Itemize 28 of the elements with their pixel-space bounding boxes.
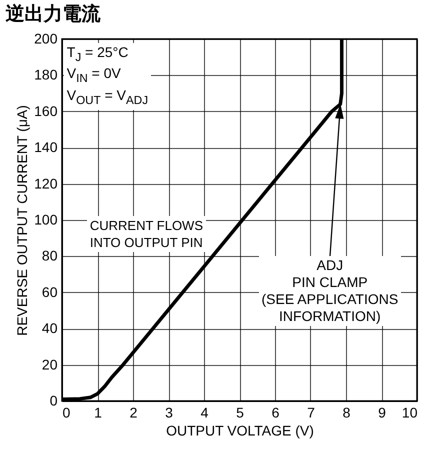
x-tick-label: 10	[402, 404, 418, 420]
y-tick-label: 120	[34, 175, 58, 192]
x-tick-label: 4	[200, 404, 209, 420]
annotation: ADJ PIN CLAMP (SEE APPLICATIONS INFORMATION)	[258, 256, 402, 326]
y-tick-label: 140	[34, 139, 58, 156]
x-axis-title: OUTPUT VOLTAGE (V)	[166, 422, 314, 438]
chart-title: 逆出力電流	[4, 3, 102, 25]
y-tick-label: 20	[42, 356, 58, 372]
x-tick-label: 1	[94, 404, 102, 420]
x-tick-label: 9	[378, 404, 386, 420]
text: T$_{J}$ = 25°C V$_{IN}$ = 0V V$_{OUT}$ = V$_{ADJ}$	[66, 44, 148, 107]
y-tick-label: 160	[34, 102, 58, 119]
x-tick-label: 6	[272, 404, 280, 420]
y-tick-label: 80	[42, 248, 58, 264]
x-tick-label: 3	[165, 404, 174, 420]
y-tick-label: 40	[42, 320, 58, 336]
y-tick-label: 60	[42, 284, 58, 300]
x-tick-label: 2	[130, 404, 138, 420]
x-tick-label: 0	[62, 404, 70, 420]
y-axis-title: REVERSE OUTPUT CURRENT (μA)	[14, 105, 30, 336]
x-tick-label: 5	[236, 404, 244, 420]
x-tick-label: 7	[307, 404, 316, 420]
y-tick-label: 180	[34, 66, 58, 83]
y-tick-label: 100	[34, 212, 58, 228]
y-tick-label: 200	[34, 30, 58, 46]
y-tick-label: 0	[50, 392, 58, 408]
annotation: CURRENT FLOWS INTO OUTPUT PIN	[86, 216, 206, 252]
x-tick-label: 8	[342, 404, 351, 420]
